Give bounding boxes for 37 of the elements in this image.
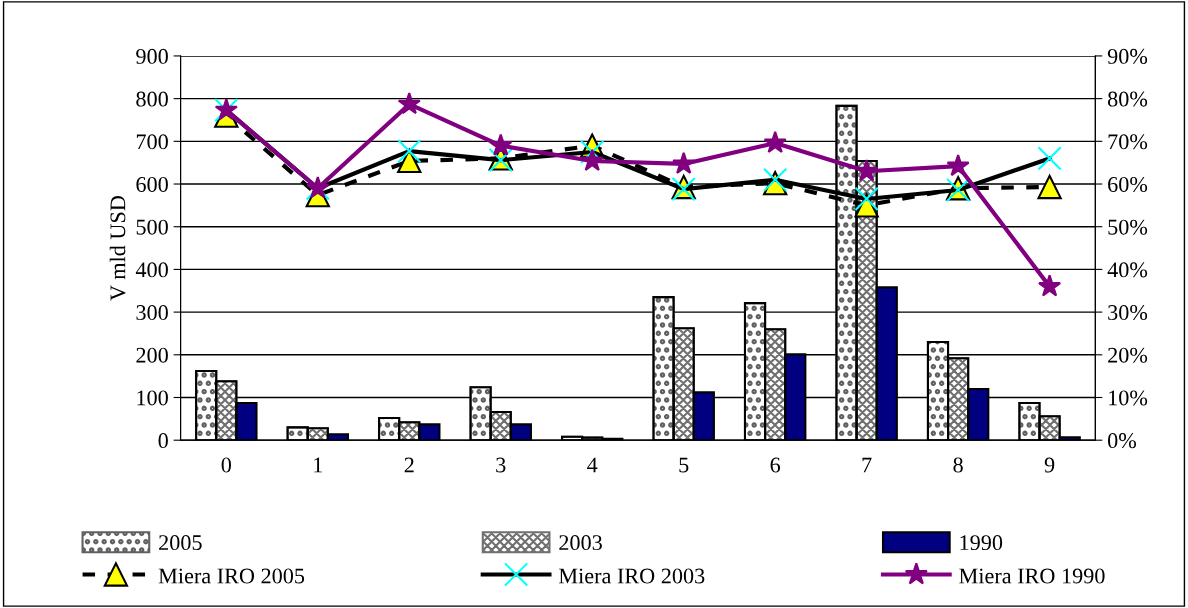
legend-label: 2003 (559, 535, 602, 551)
legend-label: Miera IRO 1990 (959, 568, 1105, 584)
x-tick-label: 2 (404, 457, 414, 473)
y-tick-label: 600 (136, 176, 168, 192)
y-tick-label: 300 (136, 305, 168, 321)
y-tick-label: 0 (158, 433, 168, 449)
y2-tick-label: 80% (1107, 91, 1148, 107)
y-tick-label: 100 (137, 390, 168, 406)
y2-tick-label: 20% (1108, 347, 1148, 363)
y2-tick-label: 30% (1108, 305, 1148, 321)
x-tick-label: 6 (770, 457, 781, 473)
y2-tick-label: 60% (1108, 176, 1148, 193)
x-tick-label: 4 (587, 457, 598, 473)
legend-label: Miera IRO 2005 (158, 568, 305, 584)
y2-tick-label: 90% (1107, 48, 1148, 64)
x-tick-label: 9 (1044, 457, 1055, 473)
x-tick-label: 7 (862, 457, 872, 473)
x-tick-label: 0 (221, 457, 232, 473)
x-tick-label: 8 (953, 457, 963, 473)
x-tick-label: 1 (314, 457, 323, 473)
y2-tick-label: 40% (1107, 262, 1148, 278)
y2-tick-label: 70% (1108, 134, 1148, 150)
legend-label: 1990 (960, 535, 1003, 551)
y2-tick-label: 50% (1108, 219, 1148, 235)
x-tick-label: 5 (679, 457, 689, 473)
y-tick-label: 400 (135, 262, 168, 278)
x-tick-label: 3 (496, 457, 506, 473)
y-tick-label: 200 (136, 347, 168, 363)
y-tick-label: 900 (136, 48, 168, 64)
y-tick-label: 800 (136, 91, 168, 107)
y-tick-label: 500 (136, 219, 168, 235)
y2-tick-label: 10% (1109, 390, 1148, 406)
legend-label: Miera IRO 2003 (558, 568, 705, 584)
y-tick-label: 700 (136, 134, 168, 150)
y-axis-title: V mld USD (109, 196, 126, 301)
y2-tick-label: 0% (1107, 433, 1137, 449)
legend-label: 2005 (159, 535, 202, 551)
